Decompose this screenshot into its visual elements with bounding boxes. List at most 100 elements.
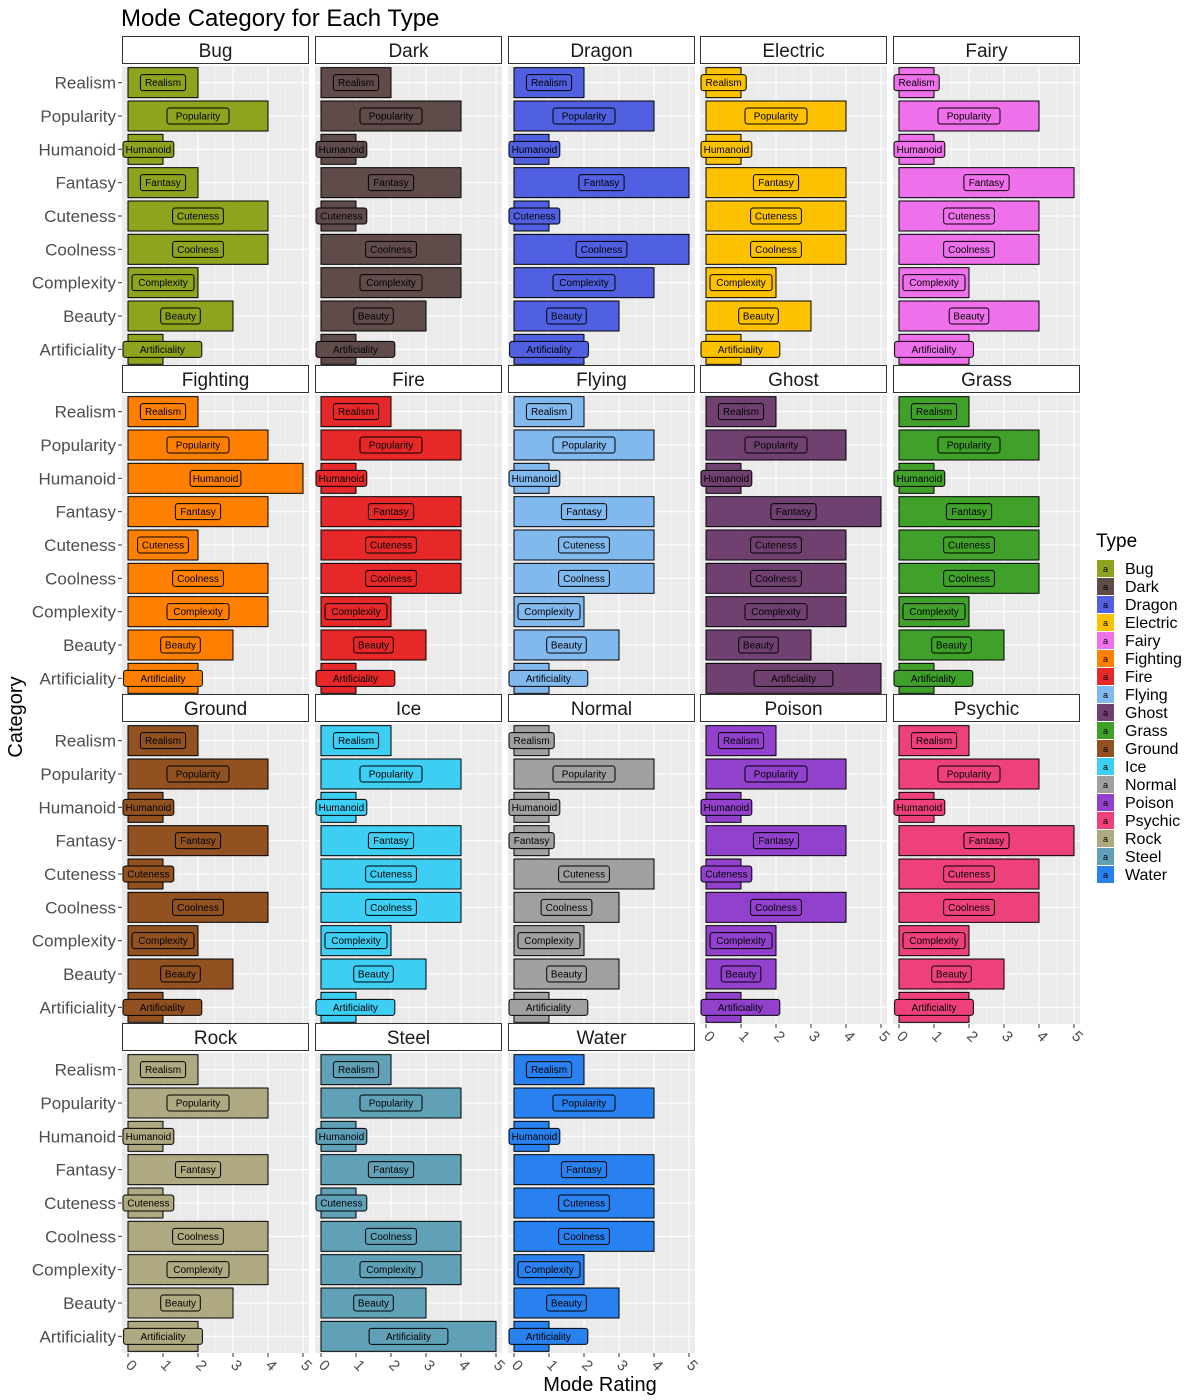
bar-label-box [508, 732, 555, 750]
bar-label-box [359, 765, 423, 783]
bar-label-psychic-popularity: Popularity [937, 765, 1001, 783]
y-tick-label-complexity: Complexity [32, 274, 117, 293]
bar-label-box [508, 998, 589, 1016]
bar-label-text: Cuteness [563, 541, 605, 552]
bar-label-ground-beauty: Beauty [160, 965, 201, 983]
bar-label-text: Artificiality [140, 1332, 185, 1343]
bar-label-box [937, 107, 1001, 125]
strip-label-bug: Bug [199, 41, 233, 62]
panel-grass: Grass Realism Popularity Humanoid Fantasy Cut… [893, 365, 1080, 695]
bar-label-box [365, 536, 417, 554]
bar-label-text: Beauty [551, 970, 582, 981]
bar-label-psychic-realism: Realism [910, 732, 958, 750]
bar-label-normal-artificiality: Artificiality [508, 998, 589, 1016]
bar-label-text: Complexity [331, 936, 380, 947]
bar-label-flying-beauty: Beauty [546, 636, 587, 654]
bar-label-box [963, 174, 1010, 192]
bar-label-poison-artificiality: Artificiality [700, 998, 781, 1016]
bar-label-electric-artificiality: Artificiality [700, 340, 781, 358]
bar-label-box [525, 74, 573, 92]
bar-label-text: Artificiality [140, 674, 185, 685]
bar-label-text: Realism [338, 1065, 374, 1076]
x-tick-label: 5 [297, 1357, 315, 1375]
bar-label-box [943, 569, 995, 587]
strip-water [508, 1023, 695, 1051]
bar-label-text: Coolness [563, 1232, 605, 1243]
x-tick-label: 1 [157, 1357, 175, 1375]
bar-label-box [744, 603, 808, 621]
bar-label-text: Cuteness [513, 212, 555, 223]
legend-key-swatch [1097, 560, 1114, 577]
legend-key-glyph: a [1103, 654, 1108, 664]
bar-label-text: Humanoid [512, 145, 558, 156]
bar-label-box [359, 1094, 423, 1112]
bar-label-box [367, 1161, 415, 1179]
legend-key-swatch [1097, 740, 1114, 757]
legend-key-swatch [1097, 650, 1114, 667]
bar-label-text: Complexity [331, 607, 380, 618]
bar-label-ice-popularity: Popularity [359, 765, 423, 783]
bar-label-water-cuteness: Cuteness [558, 1194, 610, 1212]
bar-label-text: Artificiality [771, 674, 816, 685]
bar-label-box [552, 274, 616, 292]
bar-label-box [172, 1227, 224, 1245]
y-tick-label-beauty: Beauty [63, 307, 116, 326]
y-tick-label-cuteness: Cuteness [44, 207, 116, 226]
bar-label-box [937, 436, 1001, 454]
bar-label-text: Beauty [936, 970, 967, 981]
strip-dark [315, 36, 502, 64]
bar-label-box [166, 107, 230, 125]
bar-label-box [122, 798, 175, 816]
bar-label-box [139, 732, 187, 750]
bar-label-box [893, 74, 940, 92]
x-tick-label: 1 [735, 1028, 753, 1046]
y-tick-label-fantasy: Fantasy [56, 503, 117, 522]
bar-label-text: Fantasy [373, 178, 409, 189]
legend: Type a Bug a Dark a Dragon a Electric a Fairy a Fig… [1096, 531, 1182, 884]
bar-label-text: Cuteness [755, 541, 797, 552]
bar-label-box [700, 865, 753, 883]
y-tick-label-humanoid: Humanoid [39, 1127, 117, 1146]
bar-label-box [943, 865, 995, 883]
panel-steel: Steel Realism Popularity Humanoid Fantasy Cut… [315, 1023, 508, 1375]
x-tick-label: 4 [455, 1357, 473, 1375]
strip-label-poison: Poison [764, 699, 822, 720]
bar-label-text: Realism [145, 407, 181, 418]
bar-label-normal-fantasy: Fantasy [508, 832, 555, 850]
bar-label-text: Humanoid [319, 803, 365, 814]
bar-label-dragon-artificiality: Artificiality [509, 340, 589, 358]
panel-ghost: Ghost Realism Popularity Humanoid Fantasy Cut… [700, 365, 887, 695]
bar-label-box [122, 865, 175, 883]
bar-label-text: Fantasy [969, 836, 1005, 847]
strip-rock [122, 1023, 309, 1051]
legend-key-glyph: a [1103, 636, 1108, 646]
bar-label-ground-humanoid: Humanoid [122, 798, 175, 816]
bar-label-text: Humanoid [319, 145, 365, 156]
bar-label-box [943, 898, 995, 916]
legend-key-glyph: a [1103, 816, 1108, 826]
y-tick-label-realism: Realism [55, 732, 116, 751]
bar-label-ground-coolness: Coolness [172, 898, 224, 916]
bar-label-text: Beauty [165, 1299, 196, 1310]
bar-label-steel-humanoid: Humanoid [315, 1127, 368, 1145]
bar-label-text: Fantasy [776, 507, 812, 518]
bar-label-text: Artificiality [911, 674, 956, 685]
bar-label-bug-humanoid: Humanoid [122, 140, 175, 158]
bar-label-text: Cuteness [948, 541, 990, 552]
bar-label-psychic-fantasy: Fantasy [963, 832, 1010, 850]
legend-item-normal: a Normal [1097, 776, 1177, 794]
bar-label-text: Complexity [173, 1265, 222, 1276]
legend-label: Ghost [1125, 705, 1168, 722]
bar-label-text: Coolness [755, 245, 797, 256]
bar-label-box [122, 340, 203, 358]
bar-label-text: Fantasy [180, 507, 216, 518]
strip-label-dark: Dark [388, 41, 429, 62]
bar-label-water-beauty: Beauty [546, 1294, 587, 1312]
bar-label-box [508, 469, 561, 487]
bar-label-water-artificiality: Artificiality [508, 1327, 589, 1345]
bar-label-text: Popularity [176, 770, 220, 781]
x-axis-title: Mode Rating [543, 1374, 656, 1396]
bar-label-box [139, 1061, 187, 1079]
bar-label-electric-realism: Realism [700, 74, 747, 92]
legend-key-swatch [1097, 632, 1114, 649]
